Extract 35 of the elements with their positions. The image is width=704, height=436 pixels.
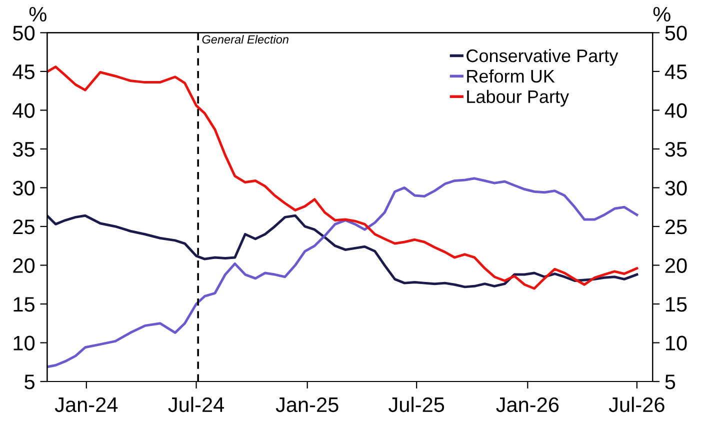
ref-line-label: General Election (202, 34, 288, 44)
legend-label: Labour Party (467, 90, 570, 107)
y-tick-label: 20 (13, 258, 35, 273)
y-tick-label: 40 (12, 103, 35, 118)
y-axis-title: % (29, 6, 46, 22)
y-tick-label: 15 (14, 297, 34, 312)
y2-axis-title: % (653, 6, 670, 22)
y2-tick-label: 10 (666, 336, 687, 350)
x-tick-label: Jul-26 (608, 396, 664, 412)
x-tick-label: Jul-24 (168, 396, 224, 412)
y2-tick-label: 20 (665, 258, 687, 273)
x-tick-label: Jan-24 (54, 397, 118, 412)
y2-tick-label: 15 (666, 297, 687, 312)
y2-tick-label: 45 (664, 64, 687, 80)
y2-tick-label: 25 (665, 219, 687, 234)
line-series (47, 177, 638, 368)
y-tick-label: 45 (12, 64, 34, 80)
y2-tick-label: 5 (665, 374, 676, 390)
x-tick-label: Jan-25 (276, 397, 338, 412)
y2-tick-label: 50 (665, 26, 687, 40)
y-tick-label: 25 (13, 219, 34, 234)
line-series (47, 66, 638, 290)
y-tick-label: 30 (12, 180, 35, 196)
x-tick-label: Jul-25 (388, 396, 444, 412)
line-series (47, 214, 638, 288)
y2-tick-label: 30 (665, 180, 687, 196)
legend-label: Reform UK (467, 69, 555, 83)
y2-tick-label: 40 (664, 103, 687, 118)
y-tick-label: 10 (14, 336, 35, 350)
y-tick-label: 5 (24, 374, 34, 390)
y2-tick-label: 35 (665, 142, 687, 157)
legend-label: Conservative Party (466, 48, 618, 66)
y-tick-label: 50 (13, 26, 35, 40)
x-tick-label: Jan-26 (496, 397, 559, 412)
y-tick-label: 35 (12, 142, 34, 157)
